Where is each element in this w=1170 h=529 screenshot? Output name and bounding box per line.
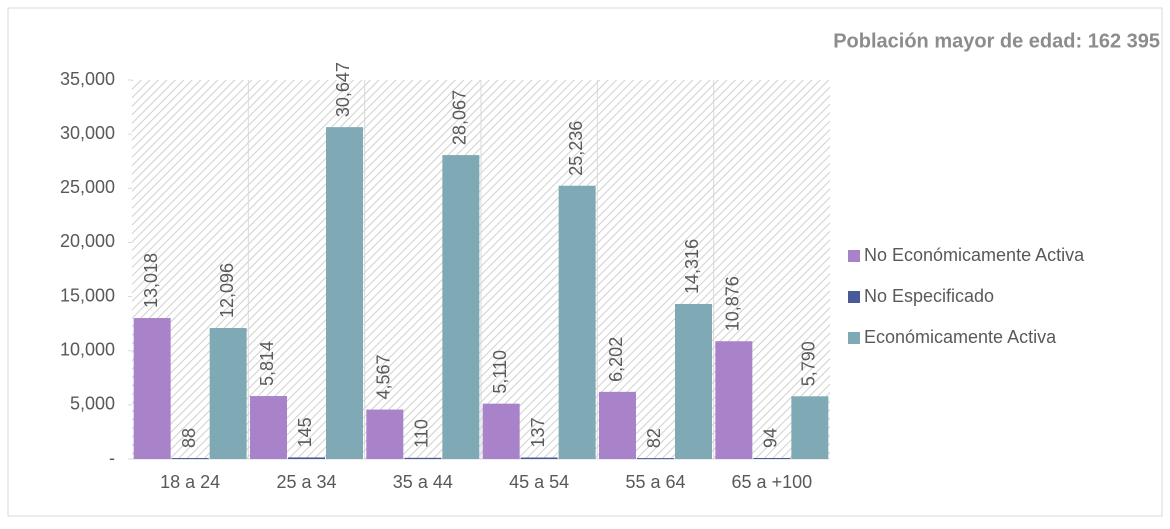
bar	[366, 409, 404, 459]
data-label: 4,567	[374, 354, 394, 399]
bar	[133, 318, 171, 459]
bar	[599, 391, 636, 459]
legend-swatch	[848, 291, 860, 303]
data-label: 28,067	[450, 90, 470, 145]
bar	[520, 457, 558, 459]
x-tick-label: 25 a 34	[276, 472, 336, 492]
data-label: 145	[295, 417, 315, 447]
data-label: 5,790	[799, 341, 819, 386]
bar	[209, 328, 247, 459]
bar	[753, 457, 791, 459]
x-tick-label: 18 a 24	[160, 472, 220, 492]
bar	[715, 341, 753, 459]
legend-swatch	[848, 250, 860, 262]
bar	[791, 396, 829, 459]
bar	[482, 403, 520, 459]
y-tick-label: 30,000	[60, 123, 115, 143]
legend-swatch	[848, 332, 860, 344]
data-label: 25,236	[566, 121, 586, 176]
data-label: 94	[761, 428, 781, 448]
y-tick-label: 10,000	[60, 339, 115, 359]
bar	[250, 396, 287, 459]
data-label: 137	[528, 417, 548, 447]
y-tick-label: 25,000	[60, 177, 115, 197]
data-label: 82	[644, 428, 664, 448]
data-label: 5,110	[490, 350, 510, 394]
y-tick-label: -	[109, 448, 115, 468]
data-label: 88	[179, 428, 199, 448]
y-tick-label: 15,000	[60, 285, 115, 305]
data-label: 13,018	[141, 253, 161, 308]
bar	[171, 458, 209, 460]
bar	[404, 457, 442, 459]
data-label: 6,202	[606, 337, 626, 382]
y-tick-label: 35,000	[60, 69, 115, 89]
data-label: 30,647	[333, 62, 353, 117]
legend-label: No Especificado	[864, 286, 994, 306]
bar	[326, 127, 363, 459]
x-tick-label: 65 a +100	[732, 472, 813, 492]
bar	[442, 155, 480, 460]
y-tick-label: 5,000	[70, 394, 115, 414]
data-label: 14,316	[682, 239, 702, 294]
data-label: 5,814	[257, 341, 277, 386]
data-label: 10,876	[723, 276, 743, 331]
bar	[637, 458, 674, 460]
x-tick-label: 55 a 64	[625, 472, 685, 492]
bar	[558, 185, 596, 460]
data-label: 12,096	[217, 263, 237, 318]
chart-title: Población mayor de edad: 162 395	[833, 30, 1160, 52]
data-label: 110	[412, 419, 432, 448]
bar	[288, 457, 325, 459]
legend-label: No Económicamente Activa	[864, 245, 1085, 265]
bar	[675, 303, 712, 459]
x-tick-label: 45 a 54	[509, 472, 569, 492]
y-tick-label: 20,000	[60, 231, 115, 251]
legend-label: Económicamente Activa	[864, 327, 1057, 347]
x-tick-label: 35 a 44	[393, 472, 453, 492]
